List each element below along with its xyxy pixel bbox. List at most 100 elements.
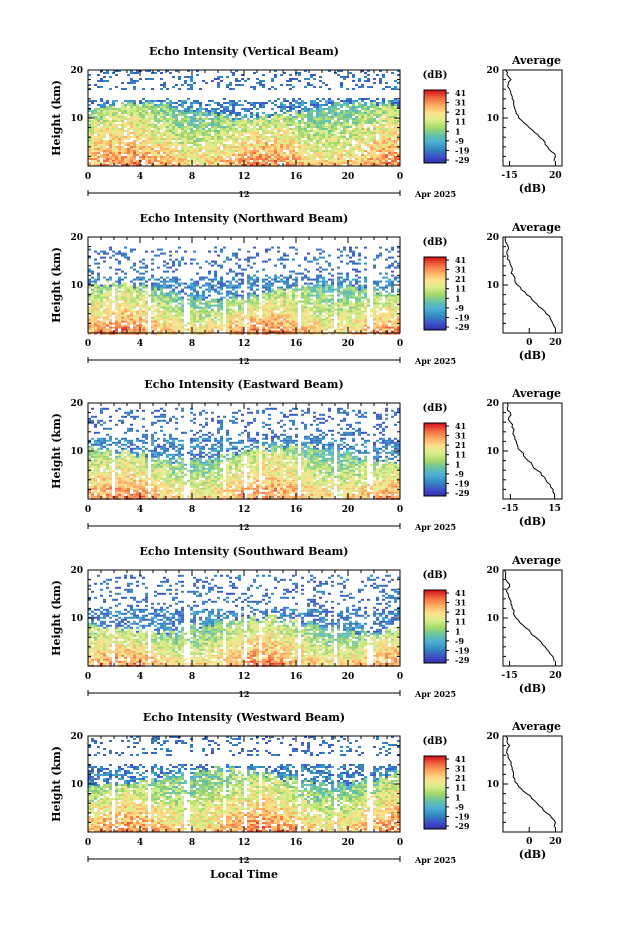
echo-cell xyxy=(358,146,361,148)
echo-cell xyxy=(331,122,334,124)
echo-cell xyxy=(268,322,271,325)
echo-cell xyxy=(310,116,313,118)
echo-cell xyxy=(151,130,154,132)
echo-cell xyxy=(121,104,124,106)
echo-cell xyxy=(316,116,319,118)
echo-cell xyxy=(283,72,286,74)
echo-cell xyxy=(94,154,97,156)
echo-cell xyxy=(289,156,292,158)
echo-cell xyxy=(139,156,142,158)
echo-cell xyxy=(241,130,244,132)
echo-cell xyxy=(346,144,349,146)
echo-cell xyxy=(247,276,250,279)
colorbar-swatch xyxy=(424,146,446,150)
echo-cell xyxy=(220,328,223,331)
echo-cell xyxy=(355,138,358,140)
echo-cell xyxy=(241,318,244,321)
echo-cell xyxy=(100,136,103,138)
echo-cell xyxy=(244,114,247,116)
echo-cell xyxy=(166,130,169,132)
echo-cell xyxy=(124,126,127,128)
echo-cell xyxy=(376,120,379,122)
echo-cell xyxy=(223,260,226,263)
echo-cell xyxy=(199,128,202,130)
echo-cell xyxy=(283,320,286,323)
echo-cell xyxy=(361,70,364,72)
echo-cell xyxy=(154,290,157,293)
echo-cell xyxy=(220,112,223,114)
colorbar-swatch xyxy=(424,100,446,103)
echo-cell xyxy=(310,136,313,138)
echo-cell xyxy=(178,114,181,116)
echo-cell xyxy=(157,150,160,152)
echo-cell xyxy=(355,110,358,112)
echo-cell xyxy=(157,118,160,120)
echo-cell xyxy=(133,278,136,281)
echo-cell xyxy=(136,296,139,299)
echo-cell xyxy=(253,118,256,120)
echo-cell xyxy=(265,118,268,120)
x-tick-label: 12 xyxy=(238,172,251,182)
echo-cell xyxy=(274,308,277,311)
echo-cell xyxy=(391,108,394,110)
echo-cell xyxy=(223,164,226,166)
echo-cell xyxy=(130,330,133,333)
echo-cell xyxy=(322,134,325,136)
echo-cell xyxy=(163,126,166,128)
echo-cell xyxy=(214,120,217,122)
echo-cell xyxy=(238,162,241,164)
echo-cell xyxy=(109,276,112,279)
echo-cell xyxy=(367,134,370,136)
echo-cell xyxy=(214,312,217,315)
echo-cell xyxy=(391,154,394,156)
echo-cell xyxy=(226,124,229,126)
echo-cell xyxy=(172,296,175,299)
echo-cell xyxy=(265,250,268,253)
echo-cell xyxy=(100,288,103,291)
echo-cell xyxy=(139,312,142,315)
echo-cell xyxy=(100,300,103,303)
echo-cell xyxy=(301,164,304,166)
echo-cell xyxy=(160,276,163,279)
echo-cell xyxy=(136,108,139,110)
echo-cell xyxy=(271,86,274,88)
echo-cell xyxy=(316,130,319,132)
echo-cell xyxy=(280,286,283,289)
echo-cell xyxy=(88,120,91,122)
echo-cell xyxy=(193,294,196,297)
echo-cell xyxy=(364,162,367,164)
echo-cell xyxy=(364,102,367,104)
echo-cell xyxy=(337,140,340,142)
echo-cell xyxy=(124,158,127,160)
echo-cell xyxy=(289,84,292,86)
echo-cell xyxy=(328,102,331,104)
echo-cell xyxy=(226,110,229,112)
echo-cell xyxy=(112,310,115,313)
echo-cell xyxy=(250,276,253,279)
echo-cell xyxy=(253,152,256,154)
echo-cell xyxy=(280,328,283,331)
echo-cell xyxy=(382,144,385,146)
echo-cell xyxy=(307,124,310,126)
echo-cell xyxy=(157,324,160,327)
echo-cell xyxy=(196,262,199,265)
echo-cell xyxy=(304,70,307,72)
echo-cell xyxy=(238,248,241,251)
echo-cell xyxy=(277,324,280,327)
echo-cell xyxy=(100,108,103,110)
echo-cell xyxy=(274,88,277,90)
echo-cell xyxy=(337,116,340,118)
echo-cell xyxy=(337,118,340,120)
echo-cell xyxy=(268,324,271,327)
echo-cell xyxy=(214,156,217,158)
echo-cell xyxy=(274,324,277,327)
echo-cell xyxy=(217,134,220,136)
echo-cell xyxy=(118,262,121,265)
echo-cell xyxy=(268,280,271,283)
echo-cell xyxy=(286,302,289,305)
echo-cell xyxy=(115,300,118,303)
echo-cell xyxy=(382,134,385,136)
echo-cell xyxy=(127,154,130,156)
echo-cell xyxy=(232,292,235,295)
echo-cell xyxy=(325,152,328,154)
